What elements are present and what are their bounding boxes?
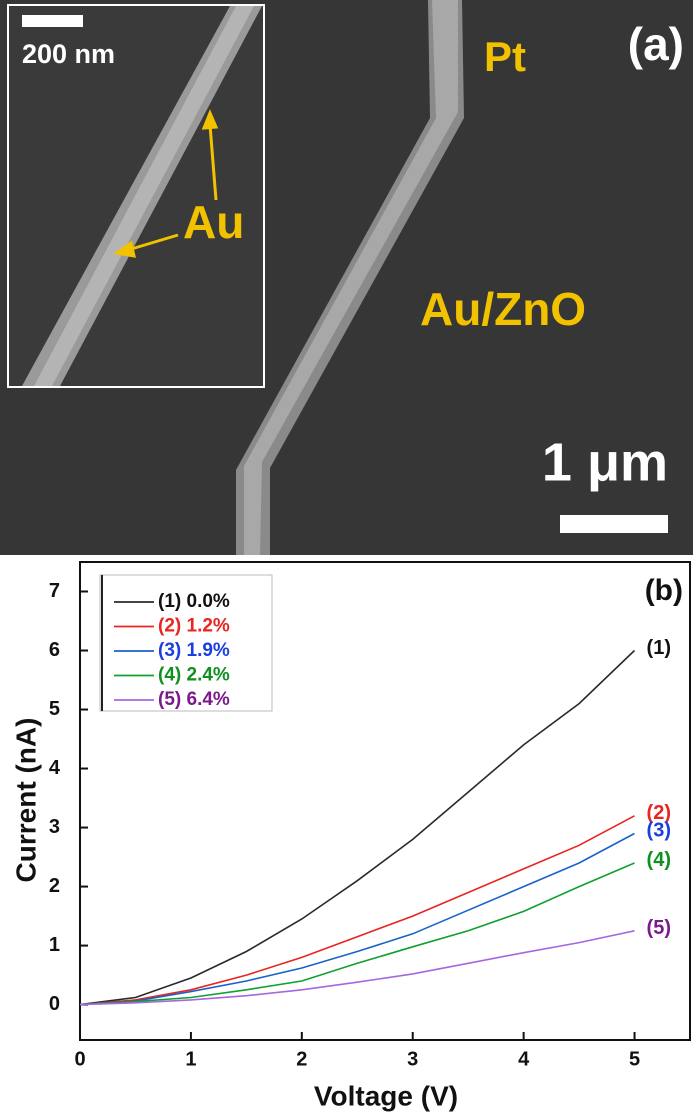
y-tick-label: 6 bbox=[49, 639, 60, 661]
series-end-label: (3) bbox=[647, 820, 671, 842]
legend-label: (4) 2.4% bbox=[158, 665, 230, 686]
panel-label: (b) bbox=[645, 574, 683, 607]
series-end-label: (5) bbox=[647, 917, 671, 939]
inset-nanowire-highlight bbox=[34, 6, 254, 386]
arrow bbox=[208, 124, 218, 201]
x-axis-title: Voltage (V) bbox=[314, 1080, 458, 1111]
x-tick-label: 0 bbox=[74, 1048, 85, 1070]
particle-label: Au bbox=[183, 196, 244, 248]
x-tick-label: 3 bbox=[407, 1048, 418, 1070]
y-tick-label: 3 bbox=[49, 816, 60, 838]
series-line bbox=[79, 862, 635, 1006]
inset-scale-text: 200 nm bbox=[22, 39, 115, 69]
x-tick-label: 1 bbox=[185, 1048, 196, 1070]
x-tick-label: 5 bbox=[629, 1048, 640, 1070]
series-line bbox=[79, 832, 635, 1006]
scale-bar bbox=[560, 515, 668, 533]
series-line bbox=[79, 649, 636, 1006]
series-line bbox=[79, 930, 635, 1006]
legend-label: (1) 0.0% bbox=[158, 591, 230, 612]
arrow-head bbox=[201, 109, 219, 130]
electrode-label: Pt bbox=[484, 33, 526, 80]
material-label: Au/ZnO bbox=[420, 283, 586, 335]
series-end-label: (2) bbox=[647, 802, 671, 824]
y-tick-label: 0 bbox=[49, 993, 60, 1015]
panel-label: (a) bbox=[628, 18, 684, 70]
scale-text: 1 μm bbox=[542, 432, 668, 492]
x-tick-label: 2 bbox=[296, 1048, 307, 1070]
series-line bbox=[79, 815, 635, 1006]
arrow-head bbox=[113, 240, 136, 258]
y-tick-label: 4 bbox=[49, 757, 61, 779]
y-tick-label: 1 bbox=[49, 934, 60, 956]
series-end-label: (1) bbox=[647, 637, 671, 659]
x-tick-label: 4 bbox=[518, 1048, 530, 1070]
plot-area bbox=[79, 561, 691, 1041]
nanowire-highlight bbox=[244, 0, 458, 555]
sem-panel: 200 nm Au (a) Pt Au/ZnO 1 μm bbox=[0, 0, 693, 555]
y-tick-label: 2 bbox=[49, 875, 60, 897]
arrow bbox=[127, 233, 179, 252]
legend-label: (2) 1.2% bbox=[158, 616, 230, 637]
legend-label: (3) 1.9% bbox=[158, 640, 230, 661]
y-axis-title: Current (nA) bbox=[10, 718, 41, 883]
inset-scale-bar bbox=[22, 15, 83, 27]
y-tick-label: 7 bbox=[49, 580, 60, 602]
y-tick-label: 5 bbox=[49, 698, 60, 720]
legend-box bbox=[99, 574, 273, 712]
arrows bbox=[113, 109, 219, 258]
series-end-label: (4) bbox=[647, 849, 671, 871]
legend-label: (5) 6.4% bbox=[158, 689, 230, 710]
